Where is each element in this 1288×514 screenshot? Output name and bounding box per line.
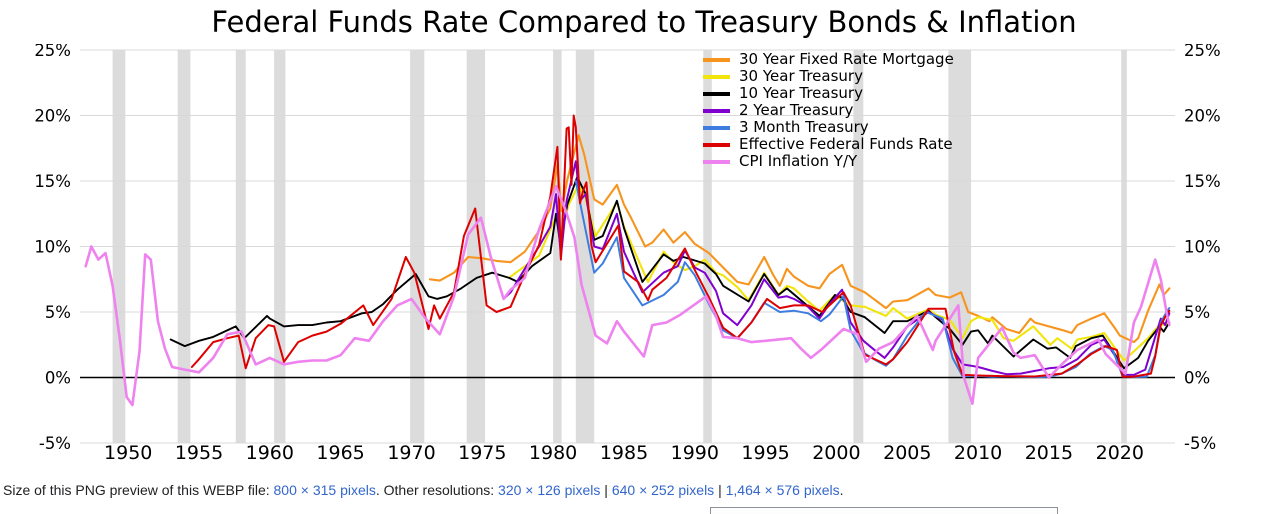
legend-item-cpi-inflation: CPI Inflation Y/Y bbox=[703, 153, 954, 170]
legend-item-treasury-3m: 3 Month Treasury bbox=[703, 119, 954, 136]
legend-label: CPI Inflation Y/Y bbox=[739, 152, 858, 170]
x-tick-label: 1960 bbox=[246, 442, 294, 464]
y-tick-label-right: -5% bbox=[1184, 434, 1216, 453]
legend-swatch bbox=[703, 91, 730, 96]
y-tick-label-right: 10% bbox=[1184, 238, 1221, 257]
x-tick-label: 1985 bbox=[600, 442, 648, 464]
legend-label: 10 Year Treasury bbox=[739, 84, 863, 102]
y-tick-label-right: 0% bbox=[1184, 369, 1210, 388]
y-tick-label-right: 5% bbox=[1184, 303, 1210, 322]
x-tick-label: 1950 bbox=[104, 442, 152, 464]
series-cpi-inflation bbox=[84, 184, 1171, 407]
legend-swatch bbox=[703, 108, 730, 113]
file-history-table-edge bbox=[710, 507, 1058, 514]
x-tick-label: 2005 bbox=[883, 442, 931, 464]
y-tick-label-right: 20% bbox=[1184, 107, 1221, 126]
x-tick-label: 1965 bbox=[316, 442, 364, 464]
y-tick-label-left: 15% bbox=[34, 172, 71, 191]
resolution-link[interactable]: 1,464 × 576 pixels bbox=[725, 482, 840, 498]
x-tick-label: 1980 bbox=[529, 442, 577, 464]
x-tick-label: 1970 bbox=[387, 442, 435, 464]
legend-label: 30 Year Fixed Rate Mortgage bbox=[739, 50, 954, 68]
legend-swatch bbox=[703, 142, 730, 147]
file-preview-info: Size of this PNG preview of this WEBP fi… bbox=[0, 479, 1288, 514]
series-treasury-30y bbox=[509, 183, 1171, 362]
series-treasury-10y bbox=[169, 176, 1171, 370]
legend-item-fed-funds: Effective Federal Funds Rate bbox=[703, 136, 954, 153]
x-tick-label: 1975 bbox=[458, 442, 506, 464]
legend-label: 30 Year Treasury bbox=[739, 67, 863, 85]
y-tick-label-right: 15% bbox=[1184, 172, 1221, 191]
legend-item-mortgage-30y: 30 Year Fixed Rate Mortgage bbox=[703, 51, 954, 68]
chart-legend: 30 Year Fixed Rate Mortgage 30 Year Treas… bbox=[703, 51, 954, 170]
x-tick-label: 1955 bbox=[175, 442, 223, 464]
x-tick-label: 2015 bbox=[1025, 442, 1073, 464]
x-tick-label: 2010 bbox=[954, 442, 1002, 464]
resolution-link[interactable]: 320 × 126 pixels bbox=[498, 482, 601, 498]
footer-text: | bbox=[714, 482, 726, 498]
chart-title: Federal Funds Rate Compared to Treasury … bbox=[211, 5, 1077, 39]
legend-swatch bbox=[703, 159, 730, 164]
y-tick-label-left: -5% bbox=[39, 434, 71, 453]
x-tick-label: 2020 bbox=[1096, 442, 1144, 464]
resolution-link[interactable]: 800 × 315 pixels bbox=[273, 482, 376, 498]
legend-label: Effective Federal Funds Rate bbox=[739, 135, 953, 153]
y-tick-label-left: 5% bbox=[45, 303, 71, 322]
x-tick-label: 1990 bbox=[671, 442, 719, 464]
y-tick-label-left: 10% bbox=[34, 238, 71, 257]
footer-text: . Other resolutions: bbox=[375, 482, 499, 498]
chart-plot: 25% 25% 20% 20% 15% 15% 10% 10% 5% 5% 0% 0% -5% -5% 19… bbox=[34, 44, 1221, 464]
y-tick-label-left: 20% bbox=[34, 107, 71, 126]
footer-text: . bbox=[839, 482, 844, 498]
legend-label: 2 Year Treasury bbox=[739, 101, 854, 119]
footer-text: Size of this PNG preview of this WEBP fi… bbox=[3, 482, 274, 498]
legend-swatch bbox=[703, 125, 730, 130]
resolution-link[interactable]: 640 × 252 pixels bbox=[611, 482, 715, 498]
legend-swatch bbox=[703, 74, 730, 79]
y-tick-label-right: 25% bbox=[1184, 44, 1221, 60]
legend-label: 3 Month Treasury bbox=[739, 118, 869, 136]
legend-item-treasury-10y: 10 Year Treasury bbox=[703, 85, 954, 102]
x-tick-label: 1995 bbox=[741, 442, 789, 464]
y-tick-label-left: 0% bbox=[45, 369, 71, 388]
legend-item-treasury-30y: 30 Year Treasury bbox=[703, 68, 954, 85]
footer-text: | bbox=[600, 482, 612, 498]
x-tick-label: 2000 bbox=[812, 442, 860, 464]
legend-item-treasury-2y: 2 Year Treasury bbox=[703, 102, 954, 119]
legend-swatch bbox=[703, 57, 730, 62]
y-tick-label-left: 25% bbox=[34, 44, 71, 60]
